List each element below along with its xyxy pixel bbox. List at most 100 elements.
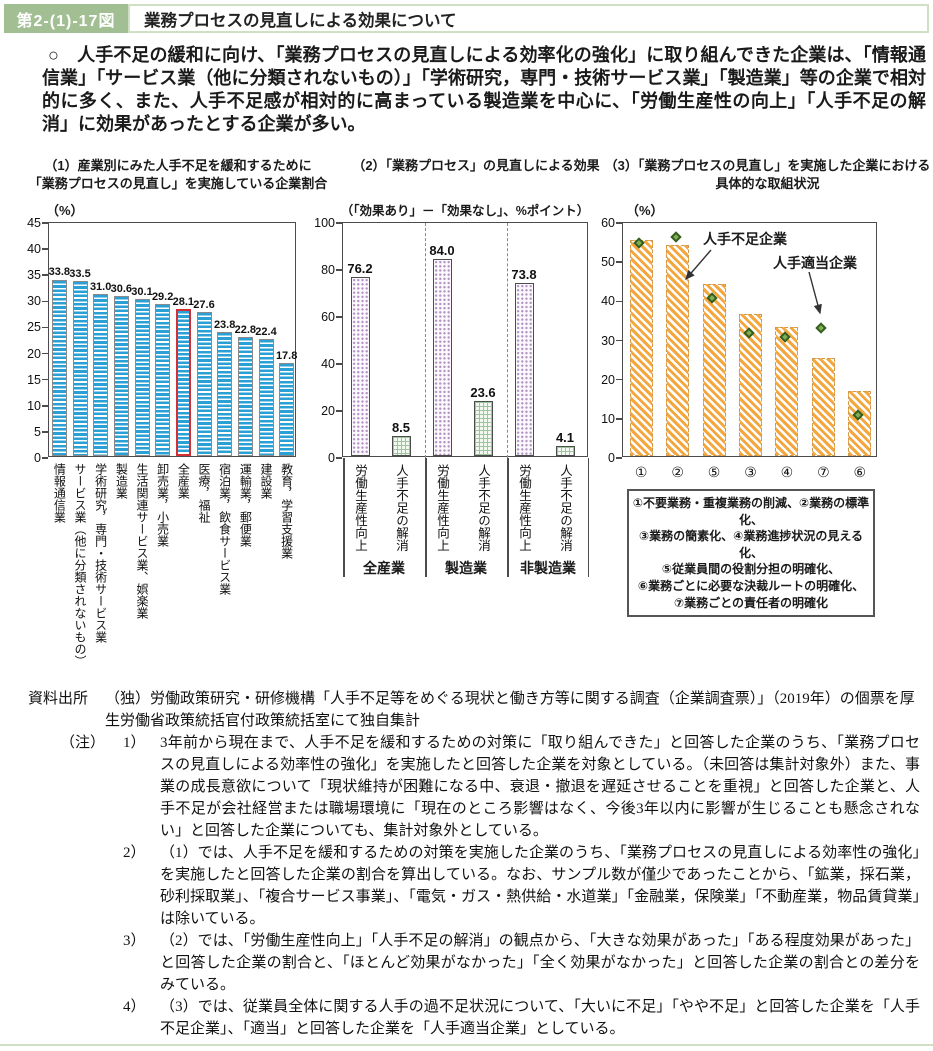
chart2-bar-value-label: 84.0 bbox=[429, 242, 455, 258]
note-item-3-number: 3） bbox=[123, 933, 146, 949]
chart3-bar-3 bbox=[702, 283, 726, 456]
chart2-group-divider bbox=[507, 458, 509, 577]
chart3-legend-box: ①不要業務・重複業務の削減、②業務の標準化、 ③業務の簡素化、④業務進捗状況の見… bbox=[627, 489, 875, 618]
y-tick-mark bbox=[42, 352, 48, 355]
chart1-bar-7 bbox=[175, 309, 191, 456]
chart2-unit-label: （「効果あり」－「効果なし」、%ポイント） bbox=[340, 204, 590, 218]
y-tick-label: 40 bbox=[601, 294, 615, 309]
annotation-shortage-companies: 人手不足企業 bbox=[703, 231, 787, 247]
y-tick-label: 25 bbox=[27, 320, 41, 335]
chart3-bar-7 bbox=[848, 391, 872, 456]
note-item-1: 1） 3年前から現在まで、人手不足を緩和するための対策に「取り組んできた」と回答… bbox=[123, 732, 920, 842]
chart1-category-label: 卸売業，小売業 bbox=[155, 463, 170, 547]
chart3-circled-number: ① bbox=[634, 464, 648, 480]
chart2-bar-value-label: 23.6 bbox=[470, 384, 496, 400]
y-tick-label: 10 bbox=[601, 411, 615, 426]
y-tick-label: 60 bbox=[321, 310, 335, 324]
y-tick-label: 50 bbox=[601, 255, 615, 270]
chart1-bar-8 bbox=[196, 311, 212, 456]
chart3-unit-label: （%） bbox=[626, 203, 664, 218]
y-tick-mark bbox=[42, 431, 48, 433]
chart2-bar-value-label: 76.2 bbox=[347, 260, 373, 276]
chart1-category-label: 情報通信業 bbox=[52, 463, 67, 523]
chart1-bar-value-label: 22.4 bbox=[255, 326, 277, 339]
note-item-2-text: （1）では、人手不足を緩和するための対策を実施した企業のうち、「業務プロセスの見… bbox=[160, 845, 920, 927]
chart1-category-label: 宿泊業，飲食サービス業 bbox=[217, 463, 232, 595]
chart2-bar-value-label: 4.1 bbox=[555, 430, 575, 446]
note-item-4-text: （3）では、従業員全体に関する人手の過不足状況について、「大いに不足」「やや不足… bbox=[160, 999, 920, 1037]
chart1-bar-value-label: 30.6 bbox=[110, 283, 133, 296]
source-label: 資料出所 bbox=[28, 691, 89, 707]
legend-line-3: ⑤従業員間の役割分担の明確化、 bbox=[661, 562, 841, 577]
y-tick-mark bbox=[336, 269, 342, 271]
chart2-bar-g2-2 bbox=[473, 400, 493, 456]
y-tick-label: 80 bbox=[321, 263, 335, 277]
note-item-3-text: （2）では、「労働生産性向上」「人手不足の解消」の観点から、「大きな効果があった… bbox=[160, 933, 920, 993]
chart1-bar-6 bbox=[155, 303, 171, 456]
legend-line-4: ⑥業務ごとに必要な決裁ルートの明確化、 bbox=[637, 578, 865, 593]
y-tick-mark bbox=[336, 363, 342, 365]
chart3-circled-number: ⑤ bbox=[707, 464, 721, 480]
chart1-bar-value-label: 27.6 bbox=[193, 298, 215, 311]
y-tick-label: 0 bbox=[328, 451, 335, 465]
chart3-plot: 人手不足企業 人手適当企業 ①不要業務・重複業務の削減、②業務の標準化、 ③業務… bbox=[601, 216, 877, 618]
arrow-to-adequate-marker bbox=[808, 271, 822, 315]
y-tick-label: 20 bbox=[601, 372, 615, 387]
chart2-bar-axis-label: 人手不足の解消 bbox=[558, 464, 572, 552]
note-item-2: 2） （1）では、人手不足を緩和するための対策を実施した企業のうち、「業務プロセ… bbox=[123, 842, 920, 930]
bottom-divider bbox=[0, 1044, 933, 1046]
chart2-bar-axis-label: 人手不足の解消 bbox=[394, 464, 408, 552]
chart2-group-label: 製造業 bbox=[445, 560, 487, 576]
chart2-bar-g2-1 bbox=[432, 258, 452, 456]
y-tick-label: 100 bbox=[314, 216, 335, 230]
chart2-bar-axis-label: 労働生産性向上 bbox=[517, 464, 531, 552]
chart2-group-label: 非製造業 bbox=[520, 560, 576, 576]
chart1-category-label: 教育，学習支援業 bbox=[279, 463, 294, 559]
chart3-diamond-marker bbox=[815, 321, 828, 334]
notes-section: 資料出所 （独）労働政策研究・研修機構「人手不足等をめぐる現状と働き方等に関する… bbox=[28, 688, 920, 1040]
chart1-bar-4 bbox=[113, 296, 129, 456]
chart2-bar-g3-2 bbox=[555, 446, 575, 456]
chart1-bar-value-label: 33.8 bbox=[48, 266, 71, 279]
y-tick-label: 5 bbox=[34, 424, 41, 439]
chart1-bar-value-label: 23.8 bbox=[213, 318, 236, 331]
chart1-bar-value-label: 22.8 bbox=[234, 323, 257, 336]
chart2-title: （2）「業務プロセス」の見直しによる効果 bbox=[352, 158, 600, 173]
chart2-group-label: 全産業 bbox=[363, 560, 405, 576]
chart1-bar-value-label: 29.2 bbox=[151, 290, 174, 303]
annotation-adequate-companies: 人手適当企業 bbox=[773, 255, 857, 271]
figure-title: 業務プロセスの見直しによる効果について bbox=[128, 4, 929, 33]
note-item-2-number: 2） bbox=[123, 845, 146, 861]
y-tick-mark bbox=[42, 300, 48, 303]
chart3-diamond-marker bbox=[669, 230, 682, 243]
chart2-group-divider bbox=[343, 458, 345, 577]
chart1-bar-1 bbox=[51, 279, 67, 456]
figure-header: 第2-(1)-17図 業務プロセスの見直しによる効果について bbox=[4, 4, 929, 33]
chart2-group-divider bbox=[587, 458, 589, 577]
chart1-bar-2 bbox=[72, 281, 88, 456]
note-item-3: 3） （2）では、「労働生産性向上」「人手不足の解消」の観点から、「大きな効果が… bbox=[123, 930, 920, 996]
y-tick-label: 20 bbox=[27, 346, 41, 361]
note-items: 1） 3年前から現在まで、人手不足を緩和するための対策に「取り組んできた」と回答… bbox=[123, 732, 920, 1040]
chart1-category-label: 運輸業，郵便業 bbox=[238, 463, 253, 547]
chart3-bar-6 bbox=[811, 358, 835, 456]
chart3-circled-number: ④ bbox=[780, 464, 794, 480]
chart2-bar-g1-1 bbox=[350, 276, 370, 456]
chart2-group-divider bbox=[425, 458, 427, 577]
note-item-4-number: 4） bbox=[123, 999, 146, 1015]
chart2-bar-value-label: 73.8 bbox=[511, 266, 537, 282]
chart3-title: （3）「業務プロセスの見直し」を実施した企業における 具体的な取組状況 bbox=[602, 157, 933, 193]
chart1-category-label: 全産業 bbox=[176, 463, 191, 499]
summary-paragraph: ○ 人手不足の緩和に向け、「業務プロセスの見直しによる効率化の強化」に取り組んで… bbox=[42, 45, 926, 134]
chart2-dashed-separator bbox=[425, 223, 426, 458]
chart3-circled-number: ② bbox=[671, 464, 684, 480]
chart1-bar-9 bbox=[217, 331, 233, 456]
source-text: （独）労働政策研究・研修機構「人手不足等をめぐる現状と働き方等に関する調査（企業… bbox=[105, 691, 915, 729]
y-tick-mark bbox=[336, 222, 342, 224]
y-tick-mark bbox=[42, 457, 48, 459]
chart1-category-label: サービス業（他に分類されないもの） bbox=[73, 463, 87, 667]
figure-number-badge: 第2-(1)-17図 bbox=[4, 4, 128, 33]
y-tick-mark bbox=[616, 300, 622, 303]
note-item-1-text: 3年前から現在まで、人手不足を緩和するための対策に「取り組んできた」と回答した企… bbox=[160, 735, 920, 839]
